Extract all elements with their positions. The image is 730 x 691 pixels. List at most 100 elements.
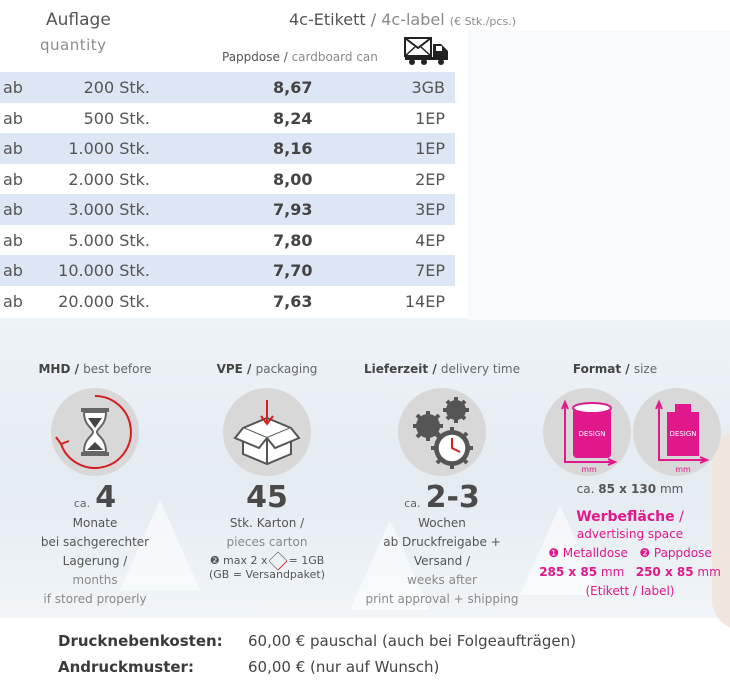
header-quantity: quantity <box>40 36 107 54</box>
vpe-title: VPE / packaging <box>216 362 318 376</box>
mhd-note-de: bei sachgerechter Lagerung / <box>40 535 150 568</box>
row-price: 8,16 <box>273 139 313 158</box>
cost-value: 60,00 € pauschal (auch bei Folgeaufträge… <box>248 632 576 650</box>
table-row: ab 2.000 Stk. 8,00 2EP <box>0 163 455 194</box>
table-row: ab 200 Stk. 8,67 3GB <box>0 72 455 103</box>
mhd-prefix: ca. <box>73 497 91 510</box>
row-quantity: 20.000 Stk. <box>58 291 150 311</box>
format-size-prefix: ca. <box>576 482 595 496</box>
mhd-value: 4 <box>95 480 117 515</box>
papp-unit: mm <box>697 565 721 579</box>
row-quantity: 500 Stk. <box>83 108 150 128</box>
lieferzeit-value-line: ca. 2-3 <box>362 482 522 514</box>
photo-edge <box>712 430 730 630</box>
header-label-sep: / <box>365 10 382 29</box>
row-quantity: 3.000 Stk. <box>68 200 150 219</box>
vpe-unit-de: Stk. Karton / <box>229 516 305 530</box>
lieferzeit-section: Lieferzeit / delivery time ca. <box>362 362 522 609</box>
row-ab: ab <box>3 230 23 250</box>
vpe-note1: ❷ max 2 x <box>209 554 268 567</box>
row-ab: ab <box>3 169 23 189</box>
table-row: ab 3.000 Stk. 7,93 3EP <box>0 194 455 225</box>
mhd-title: MHD / best before <box>38 362 152 376</box>
format-icons: DESIGN mm DESIGN mm <box>535 384 725 480</box>
metal-can-icon: DESIGN mm <box>543 388 631 476</box>
table-row: ab 500 Stk. 8,24 1EP <box>0 102 455 133</box>
row-shipping: 3GB <box>411 78 445 97</box>
header-label: 4c-Etikett / 4c-label (€ Stk./pcs.) <box>289 10 516 29</box>
vpe-note1b: = 1GB <box>288 554 325 567</box>
header-label-unit: (€ Stk./pcs.) <box>449 15 516 28</box>
row-price: 7,63 <box>273 291 313 311</box>
werbe-de: Werbefläche <box>576 509 675 525</box>
box-icon <box>223 388 311 476</box>
row-shipping: 4EP <box>415 230 445 250</box>
lieferzeit-note-de: ab Druckfreigabe + Versand / <box>383 535 501 568</box>
metall-label: ❶ Metalldose <box>548 546 628 560</box>
row-price: 8,00 <box>273 169 313 189</box>
lieferzeit-note-en: print approval + shipping <box>365 592 519 606</box>
cardboard-can-icon: DESIGN mm <box>633 388 721 476</box>
table-row: ab 1.000 Stk. 8,16 1EP <box>0 133 455 164</box>
design-label: DESIGN <box>670 430 697 438</box>
background-tree <box>520 505 600 595</box>
format-title-en: size <box>633 362 658 376</box>
hourglass-icon <box>51 388 139 476</box>
lieferzeit-title-en: delivery time <box>440 362 521 376</box>
papp-size: 250 x 85 <box>635 565 694 579</box>
header-label-en: 4c-label <box>381 10 445 29</box>
vpe-title-de: VPE <box>216 362 243 376</box>
lieferzeit-prefix: ca. <box>404 497 421 510</box>
werbe-types: ❶ Metalldose ❷ Pappdose <box>535 544 725 563</box>
row-price: 7,70 <box>273 261 313 280</box>
row-shipping: 1EP <box>415 139 445 158</box>
mhd-section: MHD / best before ca. 4 Monate bei sachg… <box>20 362 170 609</box>
header-auflage: Auflage <box>46 10 111 30</box>
werbe-en: advertising space <box>576 527 684 541</box>
lieferzeit-title: Lieferzeit / delivery time <box>363 362 521 376</box>
mhd-title-en: best before <box>83 362 152 376</box>
format-title-de: Format <box>572 362 622 376</box>
cost-key: Drucknebenkosten: <box>58 632 223 650</box>
row-ab: ab <box>3 108 23 128</box>
row-shipping: 2EP <box>415 169 445 189</box>
row-quantity: 5.000 Stk. <box>68 230 150 250</box>
werbe-sep: / <box>674 509 684 525</box>
row-price: 8,67 <box>273 78 313 97</box>
row-price: 8,24 <box>273 108 313 128</box>
header-pappdose-en: cardboard can <box>291 50 378 64</box>
table-row: ab 20.000 Stk. 7,63 14EP <box>0 285 455 316</box>
header-pappdose: Pappdose / cardboard can <box>222 50 378 64</box>
row-ab: ab <box>3 261 23 280</box>
row-ab: ab <box>3 200 23 219</box>
mm-label: mm <box>675 465 691 474</box>
row-shipping: 7EP <box>415 261 445 280</box>
table-row: ab 10.000 Stk. 7,70 7EP <box>0 255 455 286</box>
werbe-title: Werbefläche / <box>535 509 725 525</box>
background-tree <box>350 520 430 610</box>
lieferzeit-title-de: Lieferzeit <box>363 362 429 376</box>
row-quantity: 200 Stk. <box>83 78 150 97</box>
price-table: ab 200 Stk. 8,67 3GB ab 500 Stk. 8,24 1E… <box>0 72 455 316</box>
row-ab: ab <box>3 291 23 311</box>
lieferzeit-unit-en: weeks after <box>407 573 477 587</box>
row-shipping: 1EP <box>415 108 445 128</box>
header-label-de: 4c-Etikett <box>289 10 366 29</box>
gears-clock-icon <box>398 388 486 476</box>
vpe-title-en: packaging <box>255 362 318 376</box>
metall-size: 285 x 85 <box>539 565 598 579</box>
format-size-unit: mm <box>659 482 684 496</box>
mhd-title-de: MHD <box>38 362 71 376</box>
row-ab: ab <box>3 139 23 158</box>
vpe-value: 45 <box>246 480 288 515</box>
vpe-value-line: 45 <box>192 482 342 514</box>
format-title: Format / size <box>572 362 658 376</box>
format-size-value: 85 x 130 <box>598 482 657 496</box>
background-tree <box>120 500 200 590</box>
mail-truck-icon <box>404 37 448 65</box>
vpe-note1-line: ❷ max 2 x = 1GB <box>192 551 342 571</box>
row-ab: ab <box>3 78 23 97</box>
table-row: ab 5.000 Stk. 7,80 4EP <box>0 224 455 255</box>
row-price: 7,93 <box>273 200 313 219</box>
lieferzeit-value: 2-3 <box>425 480 480 515</box>
